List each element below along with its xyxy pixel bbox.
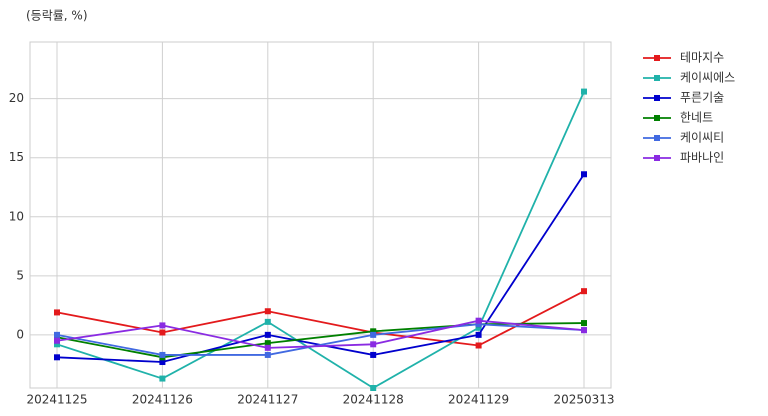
point [159,322,166,329]
point [54,341,60,348]
point [581,288,587,295]
y-tick-label: 0 [16,327,24,341]
y-tick-label: 15 [9,150,24,164]
x-tick-label: 20241129 [448,393,509,407]
point [54,309,60,316]
legend-marker [654,95,660,101]
y-axis-label: (등락률, %) [26,9,88,23]
point [370,341,377,348]
point [54,354,60,361]
point [475,342,482,349]
legend-marker [654,115,660,121]
legend-marker [654,155,660,161]
legend-label: 한네트 [680,111,713,125]
point [581,171,587,178]
point [475,321,482,328]
point [264,308,271,315]
point [581,320,587,327]
series-line [56,319,585,349]
point [159,351,166,358]
point [475,331,482,338]
point [159,375,166,382]
legend-marker [654,75,660,81]
point [370,328,377,335]
point [264,340,271,347]
y-tick-label: 10 [9,209,24,223]
series-line [56,322,585,359]
point [264,344,271,351]
point [264,318,271,325]
point [581,88,587,95]
point [54,337,60,344]
legend-marker [654,55,660,61]
x-tick-label: 20241127 [237,393,298,407]
legend-label: 푸른기술 [680,91,724,105]
point [475,317,482,324]
series-line [56,323,585,356]
legend-label: 테마지수 [680,51,724,65]
point [159,359,166,366]
point [159,329,166,336]
y-tick-label: 20 [9,91,24,105]
legend-label: 파바나인 [680,151,724,165]
legend-label: 케이씨에스 [680,71,735,85]
point [264,331,271,338]
legend-label: 케이씨티 [680,131,724,145]
point [475,324,482,331]
point [370,385,377,391]
point [54,331,60,338]
legend-marker [654,135,660,141]
point [581,327,587,334]
x-tick-label: 20250313 [553,393,614,407]
series-line [56,290,585,347]
point [370,331,377,338]
x-tick-label: 20241128 [343,393,404,407]
x-tick-label: 20241126 [132,393,193,407]
point [264,351,271,358]
series-line [56,91,585,390]
point [370,351,377,358]
plot-frame [29,41,612,389]
x-tick-label: 20241125 [26,393,87,407]
y-tick-label: 5 [16,268,24,282]
